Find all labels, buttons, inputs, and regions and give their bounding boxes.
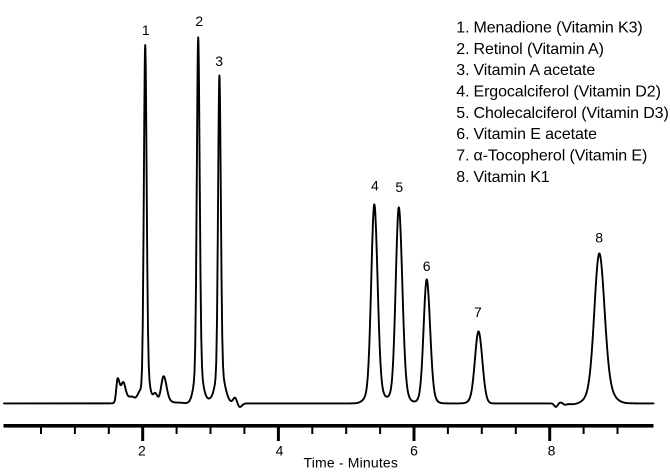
svg-text:3: 3	[215, 53, 223, 69]
svg-text:3.: 3.	[456, 62, 469, 79]
svg-text:8.: 8.	[456, 169, 469, 186]
svg-text:Cholecalciferol (Vitamin D3): Cholecalciferol (Vitamin D3)	[474, 105, 669, 122]
svg-text:7.: 7.	[456, 148, 469, 165]
svg-text:7: 7	[474, 304, 482, 320]
svg-text:Menadione (Vitamin K3): Menadione (Vitamin K3)	[474, 19, 643, 36]
svg-text:6: 6	[423, 258, 431, 274]
svg-text:8: 8	[595, 230, 603, 246]
svg-text:2.: 2.	[456, 41, 469, 58]
svg-text:5.: 5.	[456, 105, 469, 122]
svg-text:4: 4	[371, 177, 379, 193]
svg-text:α-Tocopherol (Vitamin E): α-Tocopherol (Vitamin E)	[474, 148, 648, 165]
svg-text:Retinol (Vitamin A): Retinol (Vitamin A)	[474, 41, 604, 58]
svg-text:4: 4	[276, 442, 284, 458]
svg-text:Vitamin K1: Vitamin K1	[474, 169, 550, 186]
svg-text:6.: 6.	[456, 126, 469, 143]
svg-text:5: 5	[395, 179, 403, 195]
svg-text:1: 1	[142, 22, 150, 38]
svg-text:Ergocalciferol (Vitamin D2): Ergocalciferol (Vitamin D2)	[474, 84, 661, 101]
svg-text:8: 8	[548, 442, 556, 458]
svg-text:Vitamin A acetate: Vitamin A acetate	[474, 62, 596, 79]
svg-text:4.: 4.	[456, 84, 469, 101]
svg-text:Time - Minutes: Time - Minutes	[304, 455, 399, 471]
svg-text:2: 2	[195, 13, 203, 29]
svg-text:1.: 1.	[456, 19, 469, 36]
svg-text:Vitamin E acetate: Vitamin E acetate	[474, 126, 598, 143]
svg-text:6: 6	[410, 442, 418, 458]
svg-text:2: 2	[138, 442, 146, 458]
